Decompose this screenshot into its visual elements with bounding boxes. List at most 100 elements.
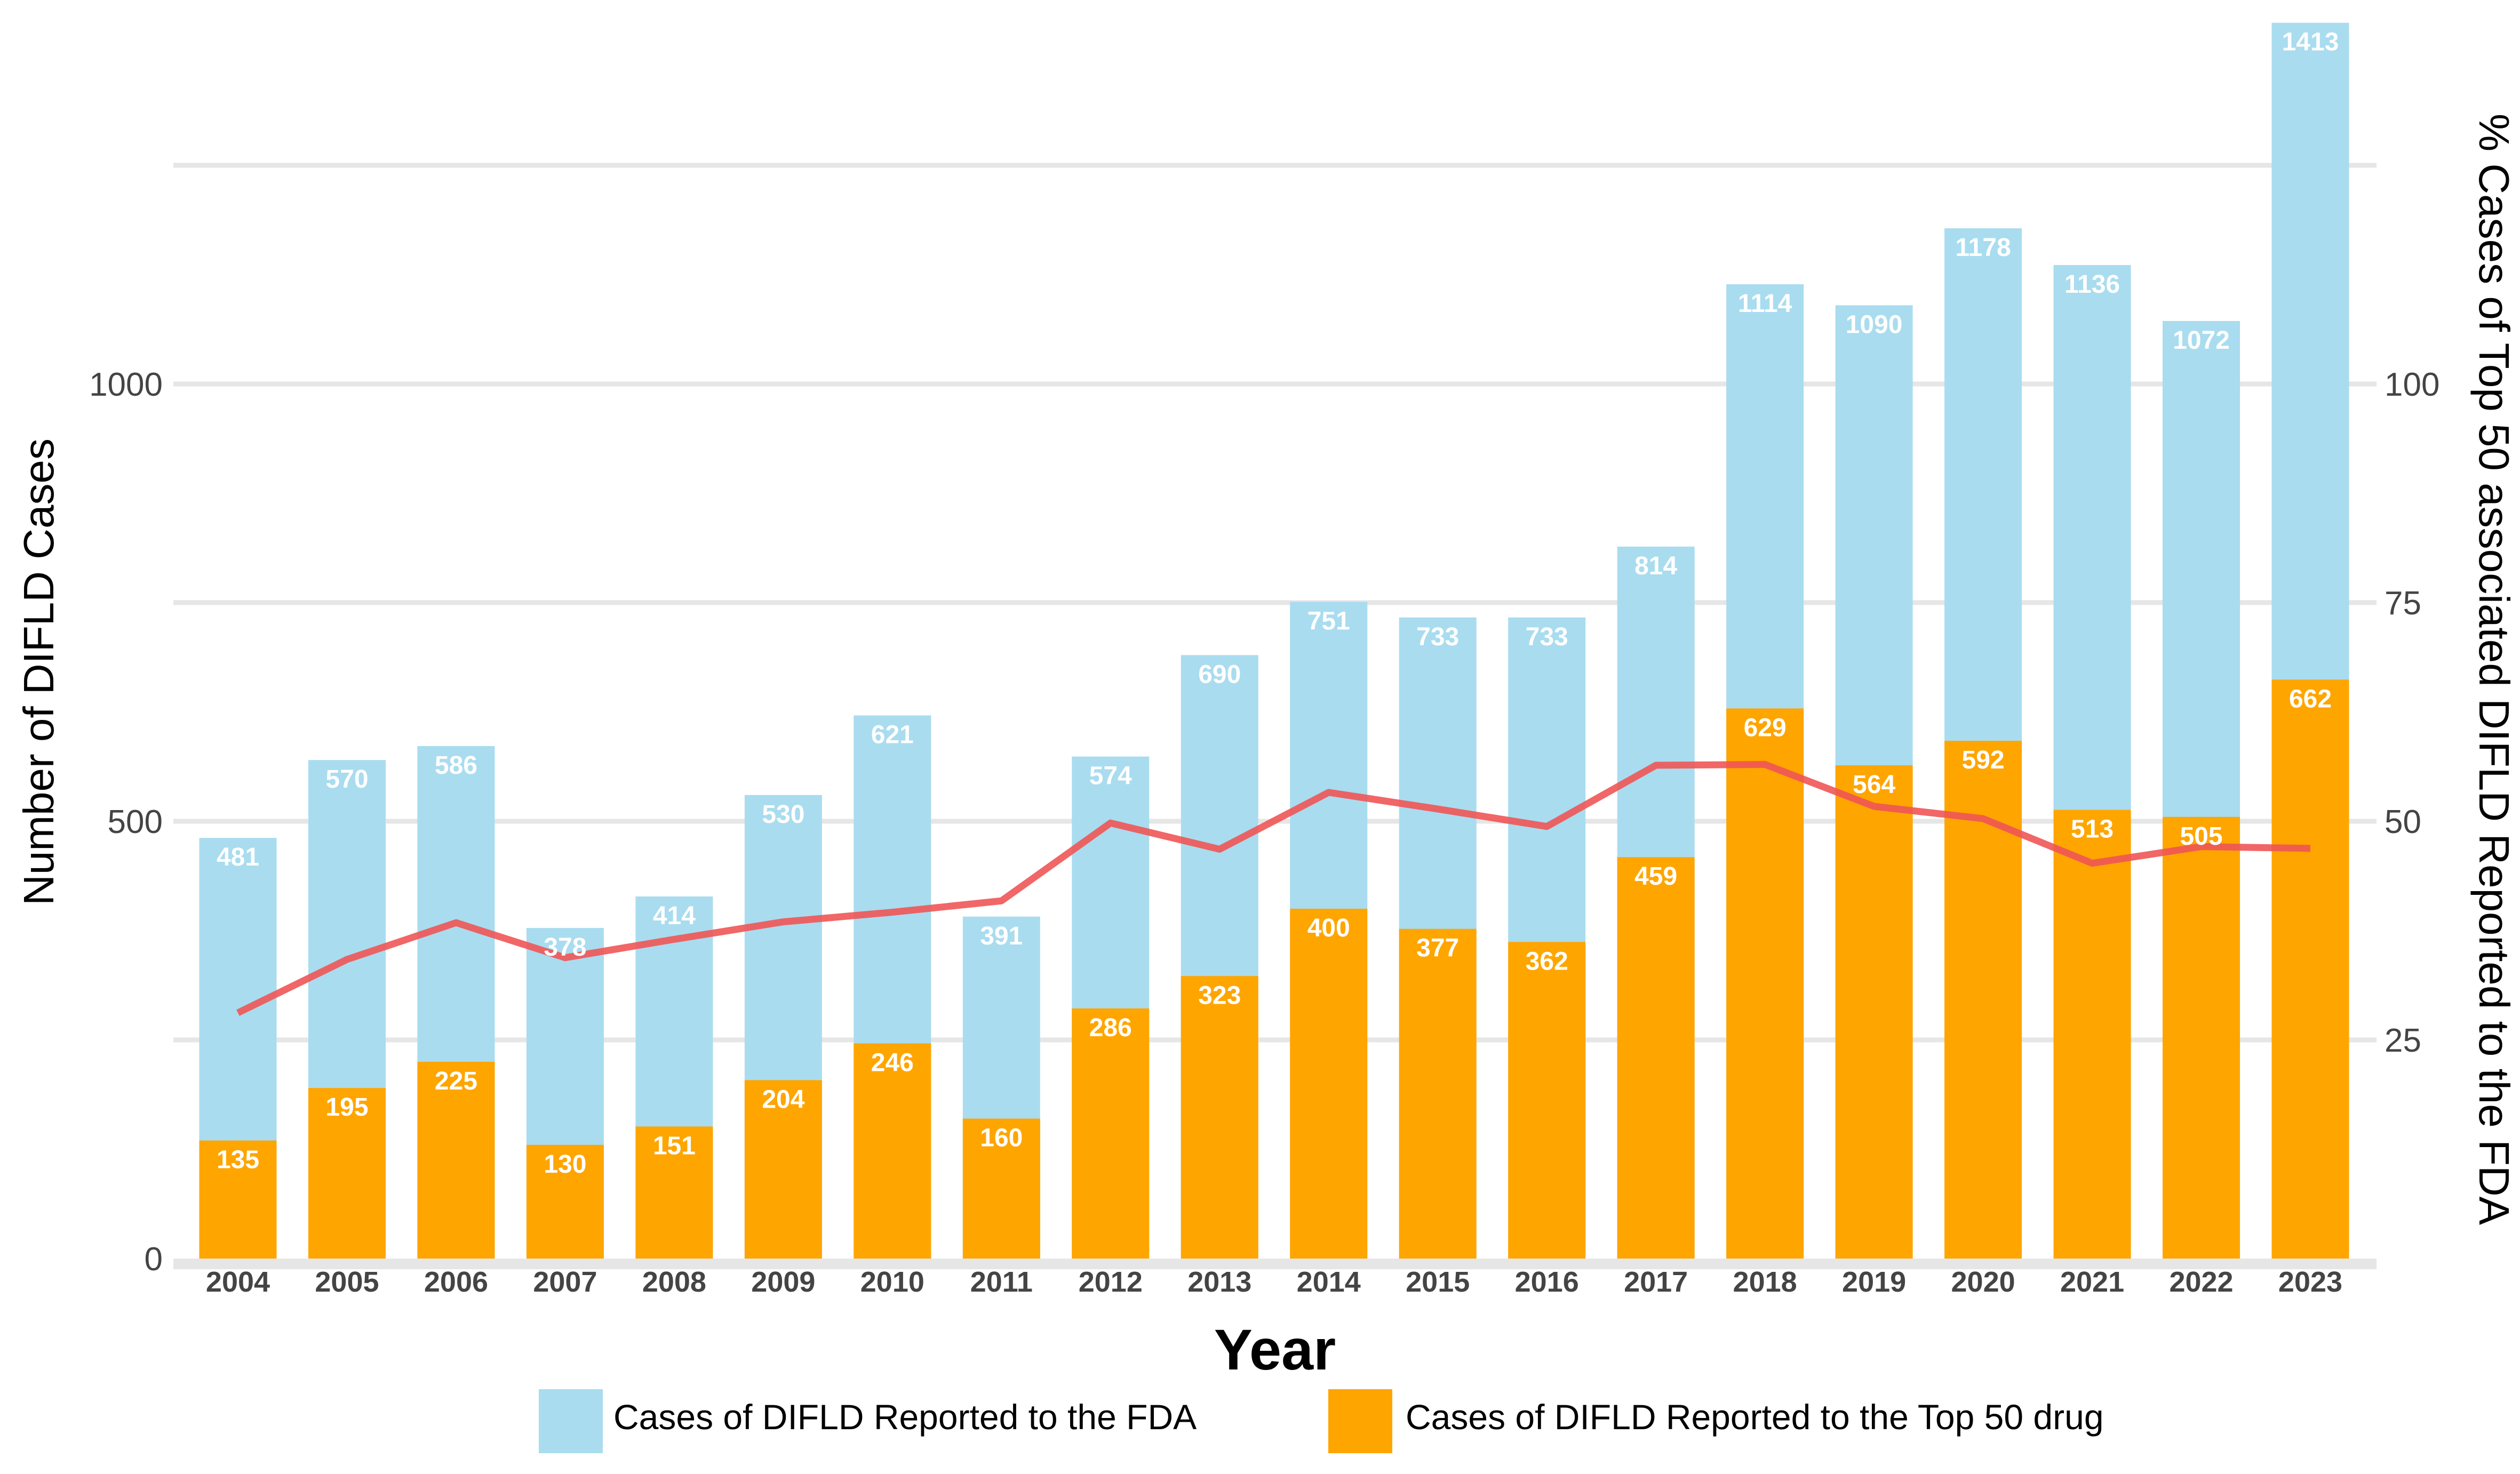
data-label-fda: 621 bbox=[871, 721, 914, 749]
data-label-fda: 814 bbox=[1634, 552, 1677, 580]
x-tick-label: 2011 bbox=[970, 1266, 1033, 1298]
bar-top50-2011 bbox=[962, 1118, 1040, 1259]
data-label-fda: 1413 bbox=[2282, 28, 2339, 57]
data-label-top50: 400 bbox=[1307, 914, 1350, 942]
x-tick-label: 2007 bbox=[533, 1266, 597, 1298]
percent-line bbox=[236, 760, 2311, 1016]
legend-key-fda bbox=[539, 1389, 603, 1453]
data-label-fda: 1178 bbox=[1956, 234, 2011, 262]
y-axis-title: Number of DIFLD Cases bbox=[15, 438, 62, 906]
data-label-fda: 690 bbox=[1198, 660, 1241, 688]
data-label-top50: 505 bbox=[2180, 822, 2222, 851]
data-label-fda: 1072 bbox=[2173, 326, 2230, 355]
data-label-fda: 586 bbox=[435, 751, 477, 780]
y-tick-label: 1000 bbox=[89, 366, 163, 403]
data-label-fda: 391 bbox=[980, 922, 1023, 950]
data-label-fda: 751 bbox=[1307, 607, 1350, 635]
y2-tick-label: 75 bbox=[2385, 585, 2421, 622]
data-label-fda: 733 bbox=[1416, 623, 1459, 651]
data-label-top50: 513 bbox=[2071, 815, 2114, 844]
data-label-fda: 1136 bbox=[2064, 270, 2120, 299]
data-label-fda: 414 bbox=[653, 902, 696, 930]
data-label-top50: 135 bbox=[217, 1146, 259, 1174]
legend-key-top50 bbox=[1328, 1389, 1392, 1453]
y-tick-label: 500 bbox=[108, 804, 163, 840]
x-tick-label: 2020 bbox=[1951, 1266, 2015, 1298]
data-label-top50: 195 bbox=[325, 1093, 368, 1121]
bar-top50-2007 bbox=[526, 1144, 604, 1259]
y-tick-label: 0 bbox=[145, 1241, 163, 1278]
bar-top50-2010 bbox=[854, 1043, 931, 1259]
y2-tick-label: 100 bbox=[2385, 366, 2439, 403]
data-label-top50: 592 bbox=[1962, 746, 2005, 774]
bar-top50-2008 bbox=[635, 1126, 713, 1259]
data-label-fda: 1090 bbox=[1846, 310, 1903, 339]
bar-top50-2017 bbox=[1617, 857, 1695, 1259]
y2-axis-title: % Cases of Top 50 associated DIFLD Repor… bbox=[2470, 114, 2518, 1225]
gridlines bbox=[173, 163, 2377, 1269]
bar-top50-2016 bbox=[1508, 942, 1586, 1259]
data-label-top50: 204 bbox=[762, 1085, 804, 1113]
legend: Cases of DIFLD Reported to the FDA Cases… bbox=[539, 1389, 2104, 1453]
data-label-top50: 246 bbox=[871, 1049, 914, 1077]
bar-top50-2012 bbox=[1072, 1008, 1150, 1259]
x-tick-label: 2006 bbox=[424, 1266, 488, 1298]
bar-top50-2019 bbox=[1835, 765, 1913, 1259]
data-label-top50: 323 bbox=[1198, 981, 1241, 1010]
bar-labels: 481 135 570 195 586 225 378 130 414 151 530 204 621 2… bbox=[217, 28, 2339, 1179]
y2-tick-label: 25 bbox=[2385, 1022, 2421, 1059]
data-label-top50: 629 bbox=[1744, 714, 1787, 742]
x-tick-label: 2009 bbox=[751, 1266, 815, 1298]
data-label-top50: 160 bbox=[980, 1124, 1023, 1152]
data-label-top50: 377 bbox=[1416, 934, 1459, 963]
x-tick-label: 2008 bbox=[642, 1266, 706, 1298]
bar-top50-2014 bbox=[1290, 909, 1368, 1259]
x-tick-label: 2023 bbox=[2278, 1266, 2342, 1298]
x-tick-label: 2013 bbox=[1187, 1266, 1251, 1298]
x-tick-label: 2004 bbox=[206, 1266, 270, 1298]
percent-line-path bbox=[236, 760, 2311, 1016]
bars bbox=[199, 22, 2349, 1259]
x-tick-label: 2021 bbox=[2060, 1266, 2124, 1298]
x-tick-label: 2014 bbox=[1297, 1266, 1361, 1298]
x-tick-label: 2010 bbox=[860, 1266, 924, 1298]
legend-label-fda: Cases of DIFLD Reported to the FDA bbox=[613, 1397, 1197, 1437]
bar-top50-2009 bbox=[744, 1080, 822, 1259]
x-tick-label: 2019 bbox=[1842, 1266, 1906, 1298]
bar-top50-2018 bbox=[1726, 708, 1804, 1259]
bar-top50-2021 bbox=[2053, 810, 2131, 1259]
data-label-top50: 225 bbox=[435, 1067, 477, 1095]
bar-top50-2015 bbox=[1399, 928, 1477, 1259]
y2-tick-label: 50 bbox=[2385, 804, 2421, 840]
bar-top50-2023 bbox=[2271, 679, 2349, 1259]
data-label-top50: 130 bbox=[544, 1150, 586, 1179]
data-label-fda: 530 bbox=[762, 800, 804, 829]
x-tick-label: 2017 bbox=[1624, 1266, 1688, 1298]
data-label-top50: 151 bbox=[653, 1132, 696, 1160]
x-tick-label: 2005 bbox=[315, 1266, 379, 1298]
legend-label-top50: Cases of DIFLD Reported to the Top 50 dr… bbox=[1406, 1397, 2104, 1437]
data-label-fda: 570 bbox=[325, 765, 368, 794]
data-label-top50: 662 bbox=[2289, 685, 2332, 713]
data-label-fda: 481 bbox=[217, 843, 259, 871]
data-label-fda: 378 bbox=[544, 933, 586, 962]
axes: 2004 2005 2006 2007 2008 2009 2010 2011 2012 2013… bbox=[89, 366, 2439, 1298]
x-tick-label: 2018 bbox=[1733, 1266, 1797, 1298]
data-label-top50: 564 bbox=[1853, 771, 1895, 799]
bar-top50-2005 bbox=[308, 1088, 386, 1259]
data-label-fda: 574 bbox=[1089, 762, 1132, 790]
data-label-fda: 733 bbox=[1526, 623, 1568, 651]
bar-top50-2022 bbox=[2163, 816, 2240, 1259]
x-tick-label: 2016 bbox=[1515, 1266, 1579, 1298]
x-tick-label: 2012 bbox=[1079, 1266, 1143, 1298]
data-label-fda: 1114 bbox=[1738, 290, 1792, 318]
data-label-top50: 286 bbox=[1089, 1014, 1132, 1042]
bar-top50-2006 bbox=[417, 1062, 495, 1259]
x-axis-title: Year bbox=[1214, 1317, 1336, 1382]
bar-top50-2004 bbox=[199, 1140, 277, 1259]
data-label-top50: 362 bbox=[1526, 947, 1568, 975]
data-label-top50: 459 bbox=[1634, 862, 1677, 891]
x-tick-label: 2015 bbox=[1406, 1266, 1470, 1298]
x-tick-label: 2022 bbox=[2169, 1266, 2233, 1298]
